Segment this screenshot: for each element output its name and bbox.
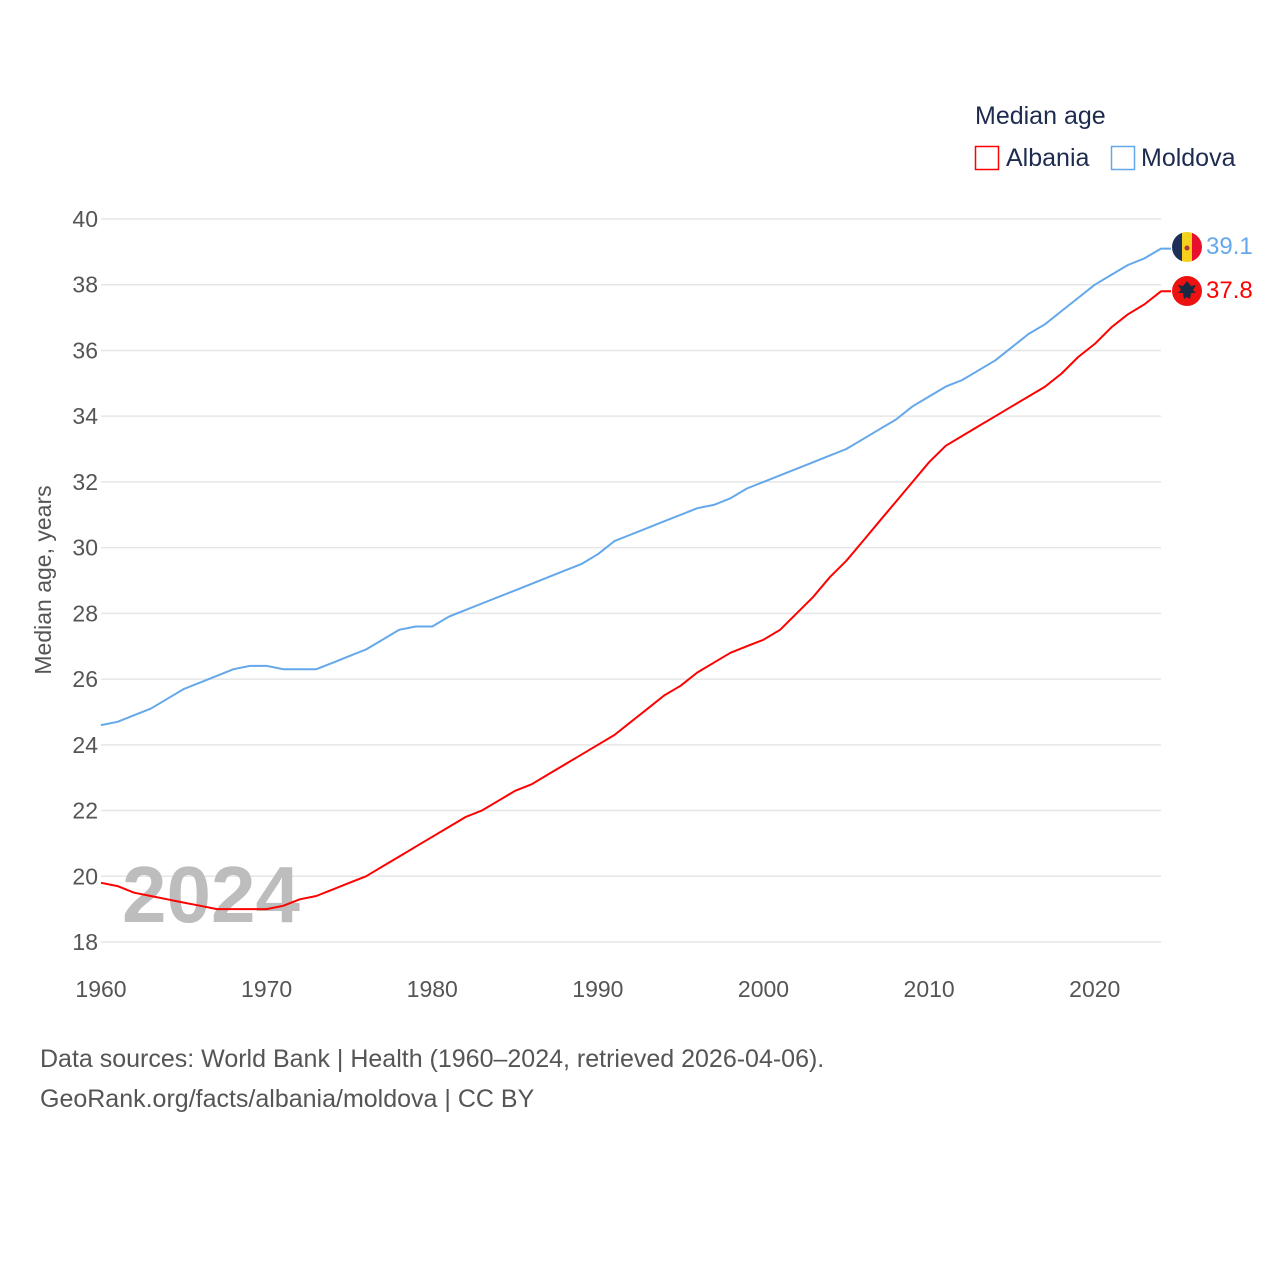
x-tick-label-1970: 1970 xyxy=(241,976,292,1002)
x-tick-label-2010: 2010 xyxy=(904,976,955,1002)
legend-title: Median age xyxy=(975,102,1106,130)
end-label-albania: 37.8 xyxy=(1206,277,1253,304)
y-tick-label-24: 24 xyxy=(72,732,98,758)
y-tick-label-22: 22 xyxy=(72,798,98,824)
albania-flag-icon xyxy=(1172,276,1202,306)
y-tick-label-32: 32 xyxy=(72,469,98,495)
y-tick-label-28: 28 xyxy=(72,600,98,626)
y-tick-label-26: 26 xyxy=(72,666,98,692)
x-tick-label-1980: 1980 xyxy=(407,976,458,1002)
legend-label-moldova: Moldova xyxy=(1141,144,1236,172)
y-tick-label-34: 34 xyxy=(72,403,98,429)
y-tick-label-38: 38 xyxy=(72,272,98,298)
legend-swatch-albania xyxy=(974,145,1000,171)
x-tick-label-2000: 2000 xyxy=(738,976,789,1002)
moldova-flag-icon xyxy=(1172,232,1202,262)
y-ticks: 18 20 22 24 26 28 30 32 34 36 38 40 xyxy=(72,206,98,955)
x-tick-label-1990: 1990 xyxy=(572,976,623,1002)
series-line-albania[interactable] xyxy=(100,290,1171,911)
series-line-moldova[interactable] xyxy=(100,247,1171,727)
legend-swatch-moldova xyxy=(1110,145,1136,171)
year-watermark: 2024 xyxy=(122,850,300,939)
legend-item-moldova[interactable]: Moldova xyxy=(1110,144,1236,172)
y-axis-title: Median age, years xyxy=(30,485,56,674)
y-tick-label-30: 30 xyxy=(72,535,98,561)
legend-item-albania[interactable]: Albania xyxy=(974,144,1090,172)
end-label-moldova: 39.1 xyxy=(1206,233,1253,260)
x-ticks: 1960 1970 1980 1990 2000 2010 2020 xyxy=(75,976,1120,1002)
y-tick-label-18: 18 xyxy=(72,929,98,955)
y-tick-label-36: 36 xyxy=(72,337,98,363)
y-tick-label-40: 40 xyxy=(72,206,98,232)
footer-sources: Data sources: World Bank | Health (1960–… xyxy=(40,1045,825,1073)
legend-label-albania: Albania xyxy=(1006,144,1089,172)
x-tick-label-2020: 2020 xyxy=(1069,976,1120,1002)
x-tick-label-1960: 1960 xyxy=(75,976,126,1002)
grid xyxy=(101,218,1161,943)
footer-attribution[interactable]: GeoRank.org/facts/albania/moldova | CC B… xyxy=(40,1085,535,1113)
y-tick-label-20: 20 xyxy=(72,863,98,889)
